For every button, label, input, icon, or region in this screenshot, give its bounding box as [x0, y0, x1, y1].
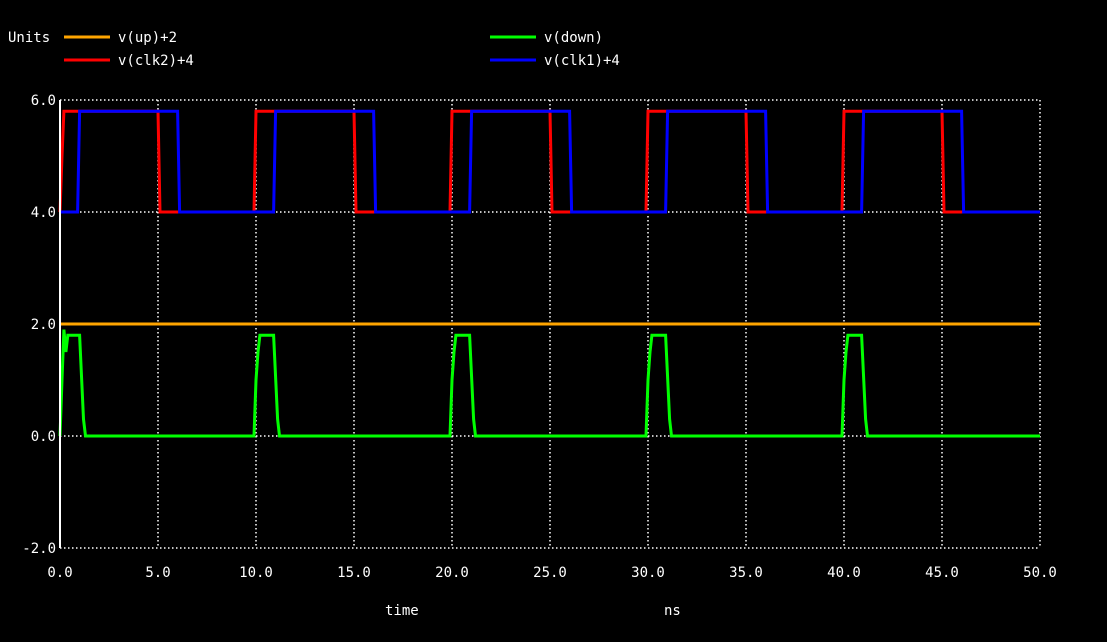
x-tick-label: 20.0 — [435, 565, 469, 581]
x-tick-label: 10.0 — [239, 565, 273, 581]
y-tick-label: -2.0 — [22, 541, 56, 557]
legend: v(up)+2 v(clk2)+4 v(down) v(clk1)+4 — [64, 30, 620, 69]
y-tick-label: 6.0 — [31, 93, 56, 109]
tick-labels: 0.0 5.0 10.0 15.0 20.0 25.0 30.0 35.0 40.0 45.0 50… — [22, 93, 1057, 581]
y-tick-label: 0.0 — [31, 429, 56, 445]
series-lines — [58, 109, 1040, 438]
y-tick-label: 4.0 — [31, 205, 56, 221]
x-tick-label: 15.0 — [337, 565, 371, 581]
legend-label: v(clk1)+4 — [544, 53, 620, 69]
x-tick-label: 45.0 — [925, 565, 959, 581]
x-tick-label: 25.0 — [533, 565, 567, 581]
x-tick-label: 0.0 — [47, 565, 72, 581]
series-line — [58, 329, 1040, 438]
x-tick-label: 35.0 — [729, 565, 763, 581]
x-axis-label: time — [385, 603, 419, 619]
y-axis-label: Units — [8, 30, 50, 46]
legend-label: v(clk2)+4 — [118, 53, 194, 69]
x-tick-label: 50.0 — [1023, 565, 1057, 581]
x-tick-label: 5.0 — [145, 565, 170, 581]
legend-label: v(down) — [544, 30, 603, 46]
x-tick-label: 40.0 — [827, 565, 861, 581]
x-axis-unit: ns — [664, 603, 681, 619]
y-tick-label: 2.0 — [31, 317, 56, 333]
legend-label: v(up)+2 — [118, 30, 177, 46]
series-line — [60, 109, 1040, 214]
x-tick-label: 30.0 — [631, 565, 665, 581]
